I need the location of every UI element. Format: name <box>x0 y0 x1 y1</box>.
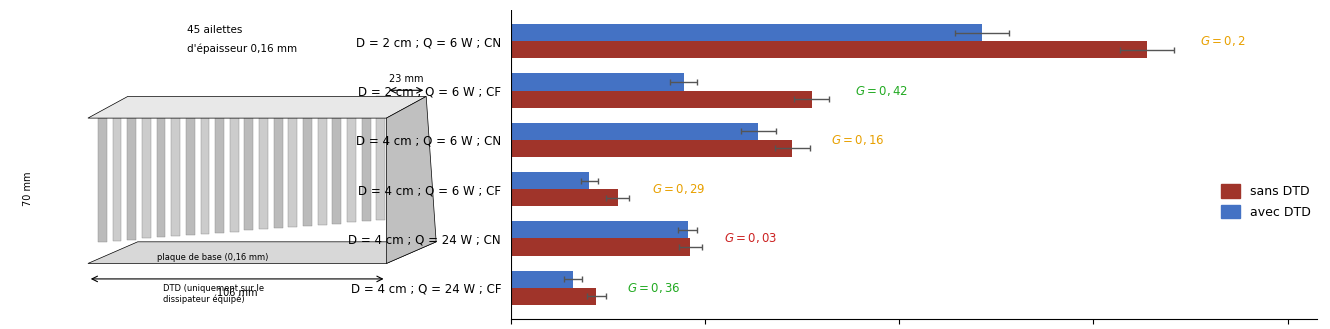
Polygon shape <box>387 96 436 264</box>
Bar <box>511 288 596 305</box>
Text: DTD (uniquement sur le
dissipateur équipé): DTD (uniquement sur le dissipateur équip… <box>162 284 263 304</box>
Bar <box>511 24 982 41</box>
Text: 23 mm: 23 mm <box>390 74 423 84</box>
Bar <box>511 73 684 90</box>
Polygon shape <box>318 101 327 225</box>
Polygon shape <box>113 117 121 241</box>
Bar <box>511 41 1146 59</box>
Bar <box>511 239 690 256</box>
Polygon shape <box>274 104 283 228</box>
Text: $G = 0,03$: $G = 0,03$ <box>725 232 778 245</box>
Polygon shape <box>215 109 225 233</box>
Polygon shape <box>230 108 239 232</box>
Polygon shape <box>347 99 356 222</box>
Polygon shape <box>186 111 194 235</box>
Text: $G = 0,16$: $G = 0,16$ <box>831 133 884 147</box>
Polygon shape <box>142 115 150 239</box>
Polygon shape <box>376 96 386 220</box>
Polygon shape <box>172 113 180 236</box>
Bar <box>511 172 589 189</box>
Text: 45 ailettes: 45 ailettes <box>188 25 243 35</box>
Polygon shape <box>128 116 136 240</box>
Bar <box>511 90 811 108</box>
Bar <box>511 270 573 288</box>
Text: $G = 0,2$: $G = 0,2$ <box>1200 34 1246 48</box>
Polygon shape <box>201 110 209 234</box>
Polygon shape <box>245 107 254 230</box>
Text: $G = 0,42$: $G = 0,42$ <box>855 84 908 97</box>
Text: 70 mm: 70 mm <box>23 172 33 207</box>
Polygon shape <box>157 114 165 237</box>
Legend: sans DTD, avec DTD: sans DTD, avec DTD <box>1221 185 1310 219</box>
Polygon shape <box>88 96 426 118</box>
Bar <box>511 123 758 140</box>
Text: 106 mm: 106 mm <box>217 288 258 298</box>
Polygon shape <box>362 98 371 221</box>
Polygon shape <box>259 106 269 229</box>
Text: plaque de base (0,16 mm): plaque de base (0,16 mm) <box>157 253 267 262</box>
Bar <box>511 140 793 157</box>
Text: $G = 0,29$: $G = 0,29$ <box>652 182 705 196</box>
Polygon shape <box>88 242 436 264</box>
Polygon shape <box>98 118 106 242</box>
Bar <box>511 189 617 206</box>
Text: d'épaisseur 0,16 mm: d'épaisseur 0,16 mm <box>188 44 298 54</box>
Text: $G = 0,36$: $G = 0,36$ <box>628 281 681 295</box>
Polygon shape <box>332 100 342 224</box>
Polygon shape <box>303 102 313 226</box>
Bar <box>511 221 688 239</box>
Polygon shape <box>289 103 298 227</box>
